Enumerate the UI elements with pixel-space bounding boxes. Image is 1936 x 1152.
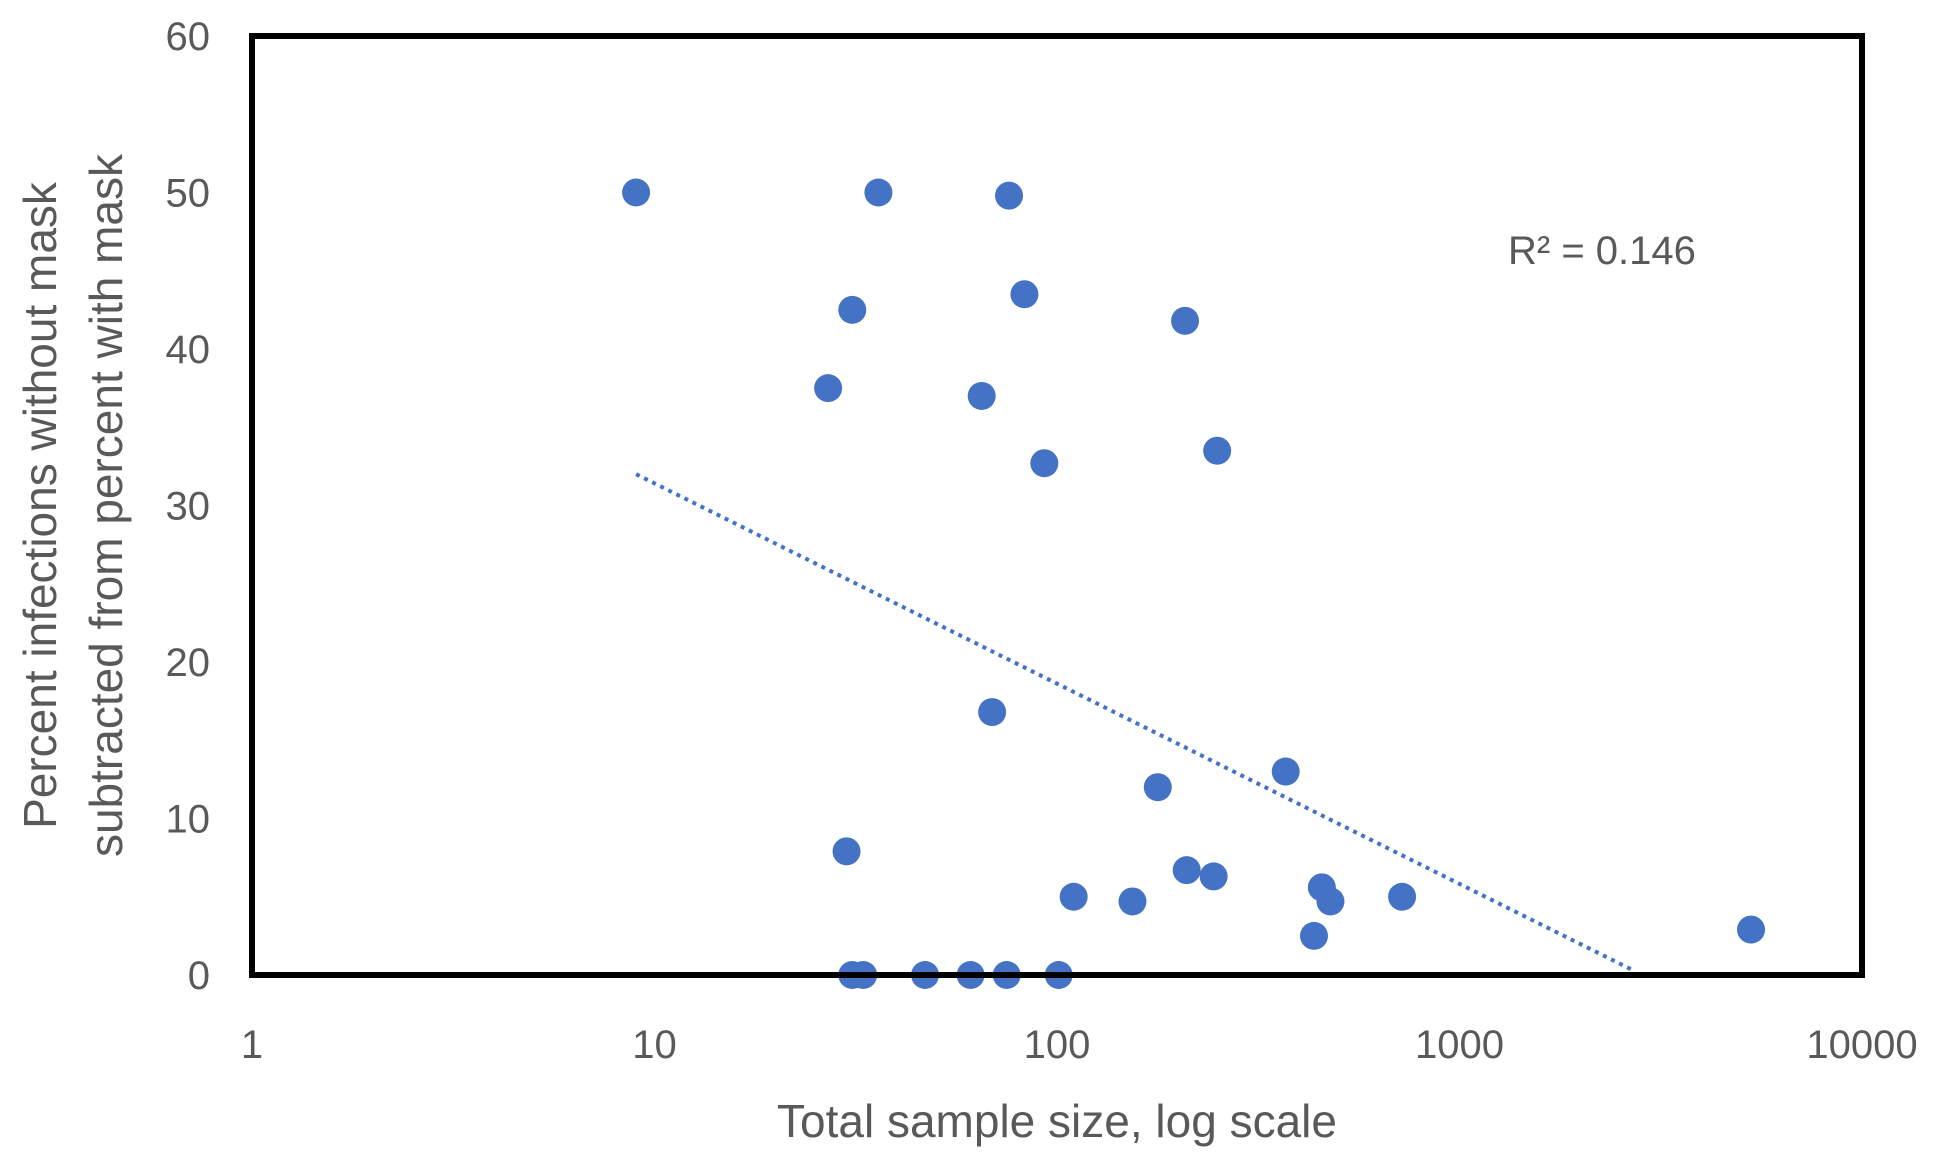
y-tick-label: 20 — [166, 641, 211, 685]
data-point — [814, 374, 843, 403]
x-tick-label: 1 — [241, 1023, 263, 1067]
data-point — [1143, 773, 1172, 802]
x-tick-labels: 1 10 100 1000 10000 — [241, 1023, 1918, 1067]
data-point — [1271, 757, 1300, 786]
data-point — [864, 178, 893, 207]
data-point — [1199, 862, 1228, 891]
x-tick-label: 1000 — [1415, 1023, 1504, 1067]
y-axis-title-line2: subtracted from percent with mask — [80, 153, 132, 857]
x-axis-title: Total sample size, log scale — [777, 1095, 1337, 1147]
data-point — [967, 381, 996, 410]
data-point — [1299, 921, 1328, 950]
data-point — [1388, 882, 1417, 911]
data-point — [832, 837, 861, 866]
x-tick-label: 100 — [1024, 1023, 1091, 1067]
data-point — [1030, 449, 1059, 478]
data-point — [1171, 306, 1200, 335]
data-point — [995, 181, 1024, 210]
data-point — [1010, 280, 1039, 309]
data-point — [1203, 436, 1232, 465]
trendline — [635, 472, 1635, 973]
y-axis-title: Percent infections without mask subtract… — [14, 153, 132, 857]
y-tick-label: 30 — [166, 485, 211, 529]
x-tick-label: 10 — [632, 1023, 677, 1067]
data-point — [838, 295, 867, 324]
y-tick-label: 10 — [166, 798, 211, 842]
plot-area-frame — [249, 33, 1865, 978]
y-tick-label: 0 — [188, 954, 210, 998]
data-point — [978, 698, 1007, 727]
data-point — [1118, 887, 1147, 916]
y-axis-title-line1: Percent infections without mask — [14, 181, 66, 829]
data-point — [1316, 887, 1345, 916]
r-squared-annotation: R² = 0.146 — [1508, 229, 1696, 273]
x-tick-label: 10000 — [1806, 1023, 1917, 1067]
data-point — [1172, 856, 1201, 885]
y-tick-label: 50 — [166, 172, 211, 216]
data-point — [1059, 882, 1088, 911]
data-point — [622, 178, 651, 207]
y-tick-label: 60 — [166, 15, 211, 59]
trendline-layer — [635, 472, 1635, 973]
data-point — [1737, 915, 1766, 944]
y-tick-label: 40 — [166, 328, 211, 372]
y-tick-labels: 0 10 20 30 40 50 60 — [166, 15, 211, 998]
